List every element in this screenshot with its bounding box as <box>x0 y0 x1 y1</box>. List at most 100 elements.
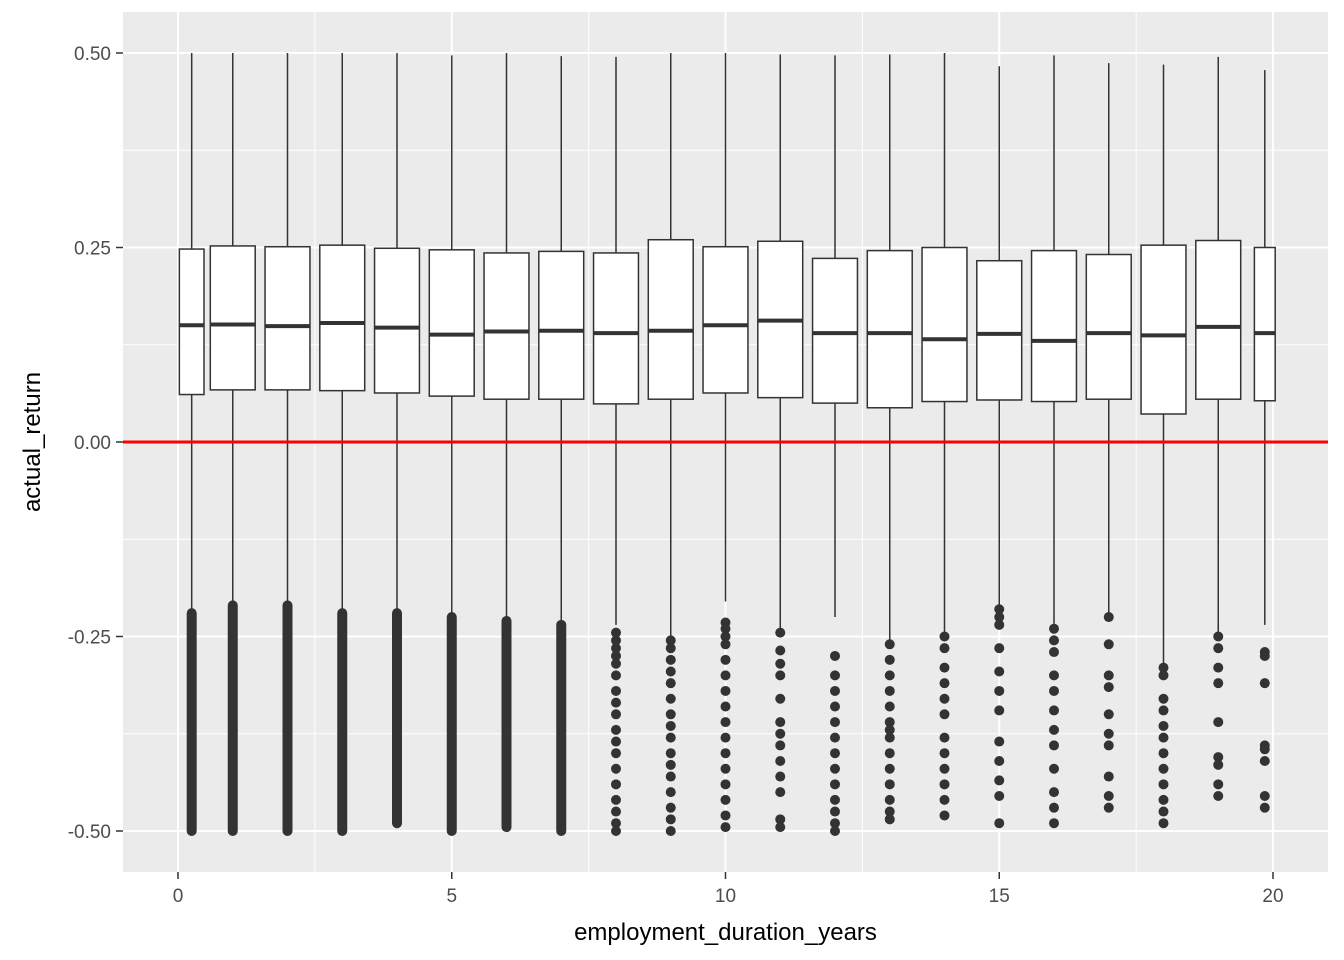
outlier-point <box>830 670 840 681</box>
y-tick-label: 0.25 <box>74 239 111 260</box>
boxes <box>178 53 1276 668</box>
box <box>178 248 205 396</box>
outlier-point <box>665 720 676 731</box>
outlier-point <box>830 717 840 728</box>
x-axis: 0 5 10 15 20 <box>173 872 1284 907</box>
box <box>976 259 1023 401</box>
outlier-point <box>775 728 786 739</box>
outlier-point <box>884 732 895 743</box>
outlier-point <box>1213 631 1224 642</box>
box <box>702 245 749 394</box>
outlier-point <box>1158 763 1169 774</box>
outlier-point <box>611 709 621 720</box>
outlier-point <box>665 732 676 743</box>
outlier-point <box>1259 678 1270 689</box>
outlier-point <box>939 763 950 774</box>
outlier-point <box>720 732 731 743</box>
outlier-point <box>1158 732 1169 743</box>
y-tick-label: 0.50 <box>74 44 111 65</box>
box <box>1195 239 1242 400</box>
outlier-point <box>884 794 895 805</box>
outlier-point <box>611 763 621 774</box>
outlier-point <box>775 670 786 681</box>
outlier-point <box>1049 705 1059 716</box>
outlier-point <box>720 748 731 759</box>
outlier-point <box>1259 744 1270 755</box>
outlier-point <box>1049 818 1059 829</box>
outlier-point <box>830 763 840 774</box>
outlier-point <box>830 818 840 829</box>
outlier-point <box>665 635 676 646</box>
outlier-point <box>1103 682 1114 693</box>
box <box>1253 246 1276 402</box>
outlier-band <box>501 615 512 833</box>
outlier-point <box>884 670 895 681</box>
box <box>209 245 256 391</box>
outlier-point <box>775 814 786 825</box>
y-axis: -0.50 -0.25 0.00 0.25 0.50 <box>68 44 123 843</box>
outlier-point <box>1158 806 1169 817</box>
outlier-point <box>994 736 1005 747</box>
outlier-point <box>1103 740 1114 751</box>
outlier-point <box>1213 662 1224 673</box>
outlier-point <box>994 818 1005 829</box>
box <box>1085 253 1132 400</box>
outlier-point <box>1049 724 1059 735</box>
outlier-point <box>665 666 676 677</box>
outlier-point <box>1103 670 1114 681</box>
outlier-point <box>1158 794 1169 805</box>
outlier-point <box>939 709 950 720</box>
outlier-point <box>1049 740 1059 751</box>
outlier-point <box>1158 693 1169 704</box>
outlier-point <box>720 779 731 790</box>
outlier-point <box>720 685 731 696</box>
outlier-point <box>994 790 1005 801</box>
outlier-point <box>884 806 895 817</box>
outlier-point <box>720 631 731 642</box>
outlier-point <box>775 693 786 704</box>
outlier-point <box>720 701 731 712</box>
outlier-point <box>720 810 731 821</box>
outlier-band <box>186 608 197 836</box>
outlier-point <box>884 763 895 774</box>
box <box>373 247 421 394</box>
outlier-point <box>884 814 895 825</box>
outlier-point <box>884 685 895 696</box>
box <box>319 244 366 392</box>
outlier-point <box>611 806 621 817</box>
outlier-point <box>994 643 1005 654</box>
outlier-point <box>1259 790 1270 801</box>
box <box>592 252 640 405</box>
outlier-point <box>1158 748 1169 759</box>
outlier-point <box>720 794 731 805</box>
x-tick-label: 5 <box>446 886 457 907</box>
outlier-point <box>939 678 950 689</box>
y-tick-label: 0.00 <box>74 433 111 454</box>
outlier-band <box>392 608 402 829</box>
outlier-point <box>665 748 676 759</box>
outlier-point <box>775 645 786 656</box>
outlier-point <box>939 662 950 673</box>
outlier-point <box>611 697 621 708</box>
outlier-point <box>1103 639 1114 650</box>
outlier-point <box>1158 720 1169 731</box>
outlier-point <box>775 755 786 766</box>
x-tick-label: 10 <box>715 886 736 907</box>
outlier-point <box>939 732 950 743</box>
outlier-band <box>282 600 293 836</box>
outlier-point <box>1103 790 1114 801</box>
outlier-point <box>994 775 1005 786</box>
outlier-point <box>665 693 676 704</box>
outlier-point <box>1213 790 1224 801</box>
outlier-point <box>611 794 621 805</box>
outlier-band <box>337 608 348 836</box>
outlier-point <box>1213 643 1224 654</box>
outlier-point <box>1259 802 1270 813</box>
outlier-point <box>665 709 676 720</box>
outlier-point <box>775 771 786 782</box>
outlier-point <box>994 755 1005 766</box>
outlier-point <box>884 654 895 665</box>
outlier-point <box>611 826 621 836</box>
outlier-point <box>611 635 621 646</box>
box <box>921 246 968 403</box>
